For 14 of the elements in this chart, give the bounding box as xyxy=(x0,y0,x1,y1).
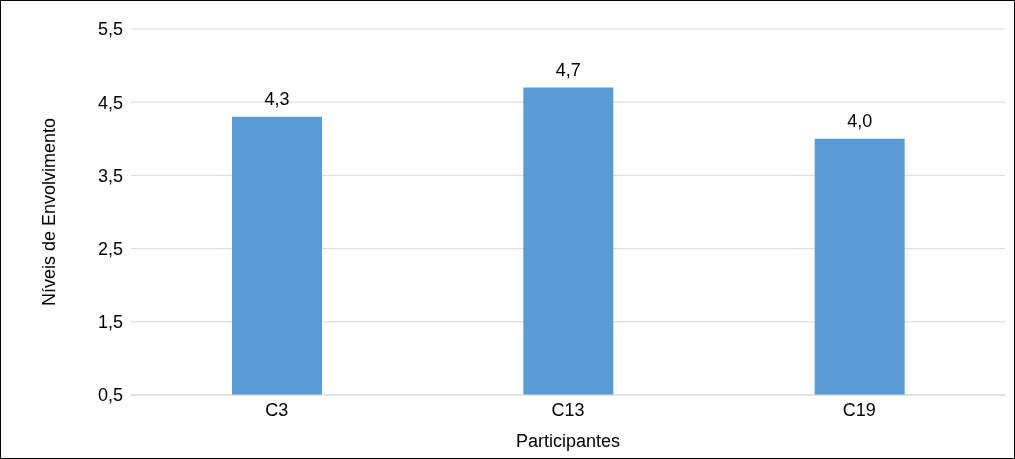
y-tick-label: 5,5 xyxy=(97,19,123,40)
data-label: 4,0 xyxy=(847,110,873,131)
y-tick-label: 0,5 xyxy=(97,385,123,406)
y-tick-label: 4,5 xyxy=(97,92,123,113)
y-tick-label: 2,5 xyxy=(97,238,123,259)
y-tick-label: 1,5 xyxy=(97,312,123,333)
x-tick-label: C3 xyxy=(265,399,289,420)
x-tick-label: C19 xyxy=(842,399,876,420)
data-label: 4,7 xyxy=(555,59,581,80)
x-axis-title: Participantes xyxy=(515,431,621,451)
y-tick-label: 3,5 xyxy=(97,165,123,186)
data-label: 4,3 xyxy=(264,88,290,109)
x-tick-label: C13 xyxy=(551,399,585,420)
y-axis-title: Níveis de Envolvimento xyxy=(39,117,60,307)
